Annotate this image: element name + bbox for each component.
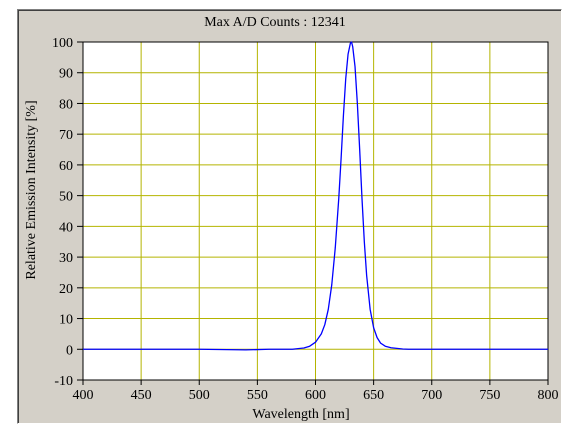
x-tick-label: 450 (131, 388, 152, 403)
x-tick-label: 500 (189, 388, 210, 403)
x-tick-label: 750 (479, 388, 500, 403)
x-tick-label: 400 (73, 388, 94, 403)
y-tick-label: 30 (59, 251, 73, 266)
y-tick-label: 100 (52, 36, 73, 51)
plot-area: 400 450 500 550 600 650 700 750 800 -10 0 10 20 30 40 5… (52, 36, 559, 403)
y-tick-label: 60 (59, 159, 73, 174)
y-tick-label: 80 (59, 97, 73, 112)
y-axis-label: Relative Emission Intensity [%] (24, 100, 39, 279)
x-tick-label: 800 (538, 388, 559, 403)
y-tick-label: 20 (59, 282, 73, 297)
chart-title: Max A/D Counts : 12341 (204, 15, 346, 30)
y-tick-label: -10 (54, 374, 73, 389)
chart-frame: Max A/D Counts : 12341 Relative Emission… (17, 9, 562, 424)
emission-spectrum-chart: Max A/D Counts : 12341 Relative Emission… (24, 15, 559, 422)
spectrum-line (83, 41, 548, 351)
y-tick-label: 50 (59, 190, 73, 205)
y-tick-label: 90 (59, 67, 73, 82)
plot-border (82, 41, 549, 381)
chart-frame-bevel (18, 10, 561, 423)
y-tick-label: 10 (59, 313, 73, 328)
y-tick-label: 70 (59, 128, 73, 143)
x-axis-label: Wavelength [nm] (252, 407, 349, 422)
x-tick-label: 700 (421, 388, 442, 403)
x-tick-label: 600 (305, 388, 326, 403)
y-tick-label: 40 (59, 220, 73, 235)
x-tick-label: 550 (247, 388, 268, 403)
y-tick-label: 0 (66, 343, 73, 358)
x-tick-label: 650 (363, 388, 384, 403)
